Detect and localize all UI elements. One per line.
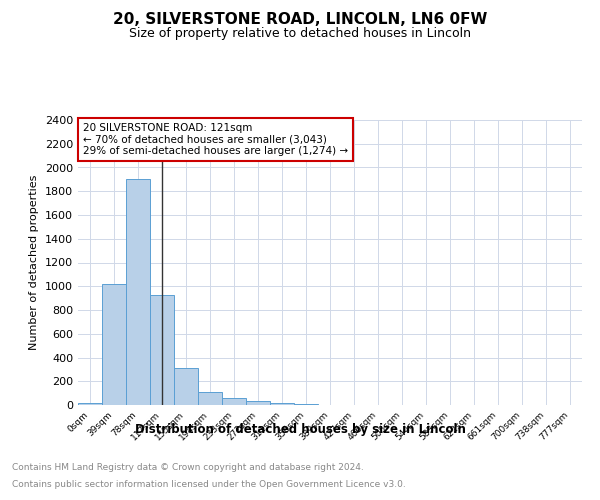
Bar — [222, 398, 246, 405]
Bar — [270, 402, 294, 405]
Bar — [174, 368, 198, 405]
Bar — [126, 180, 150, 405]
Y-axis label: Number of detached properties: Number of detached properties — [29, 175, 40, 350]
Text: Size of property relative to detached houses in Lincoln: Size of property relative to detached ho… — [129, 28, 471, 40]
Bar — [102, 284, 126, 405]
Bar — [150, 294, 174, 405]
Bar — [294, 404, 318, 405]
Text: 20, SILVERSTONE ROAD, LINCOLN, LN6 0FW: 20, SILVERSTONE ROAD, LINCOLN, LN6 0FW — [113, 12, 487, 28]
Bar — [198, 392, 222, 405]
Text: 20 SILVERSTONE ROAD: 121sqm
← 70% of detached houses are smaller (3,043)
29% of : 20 SILVERSTONE ROAD: 121sqm ← 70% of det… — [83, 123, 348, 156]
Bar — [246, 401, 270, 405]
Text: Contains HM Land Registry data © Crown copyright and database right 2024.: Contains HM Land Registry data © Crown c… — [12, 462, 364, 471]
Text: Contains public sector information licensed under the Open Government Licence v3: Contains public sector information licen… — [12, 480, 406, 489]
Text: Distribution of detached houses by size in Lincoln: Distribution of detached houses by size … — [134, 422, 466, 436]
Bar — [78, 403, 102, 405]
